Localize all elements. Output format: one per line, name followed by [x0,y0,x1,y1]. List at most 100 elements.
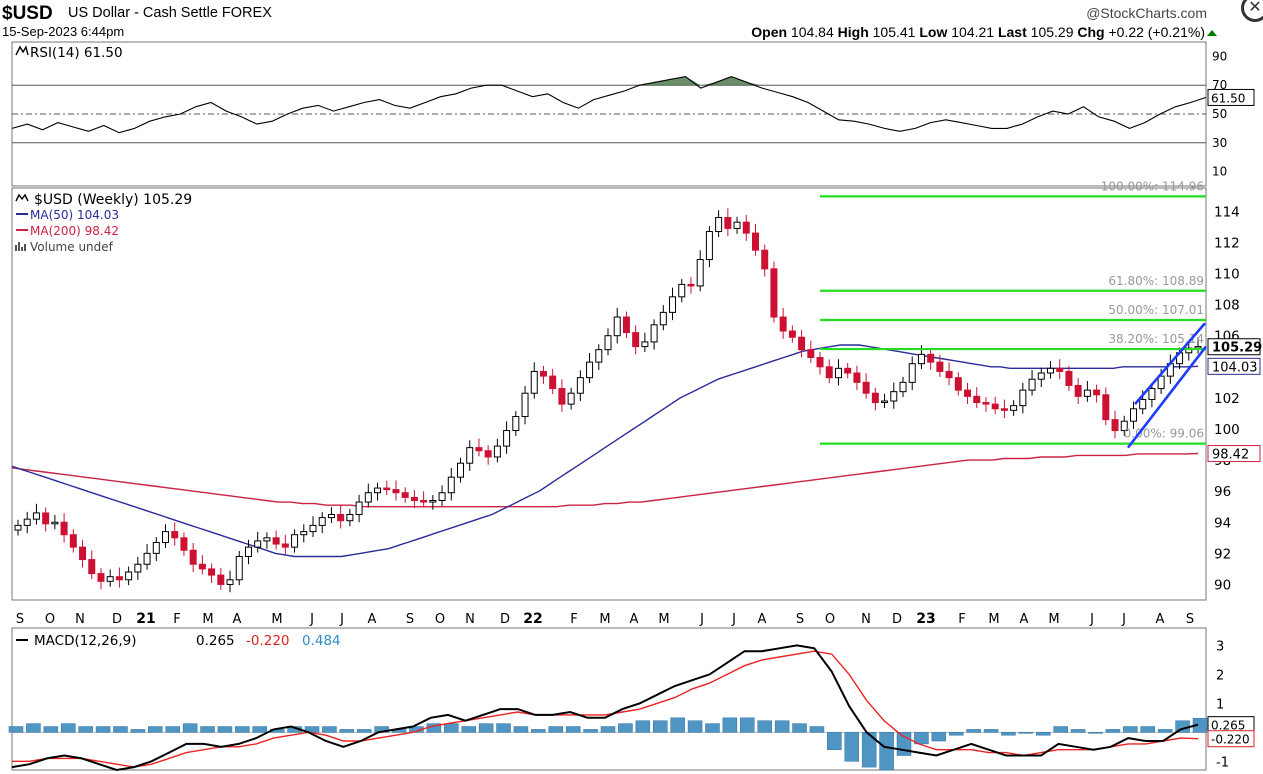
price-candle [1129,408,1137,422]
last-label: Last [997,24,1027,40]
price-candle [650,324,658,343]
fib-level-label: 50.00%: 107.01 [1108,303,1204,317]
price-legend-title: $USD (Weekly) 105.29 [34,192,192,208]
macd-tick-label: 3 [1216,639,1224,654]
price-candle [549,375,557,390]
price-candle [115,576,123,581]
x-axis-label: F [173,612,180,627]
rsi-line [11,76,1207,134]
symbol-title: $USD [2,3,53,24]
price-candle [586,361,594,379]
price-candle [899,381,907,393]
x-axis-label: A [1156,612,1165,627]
x-axis-label: 22 [523,611,542,627]
price-candle [567,392,575,405]
macd-histogram-bar [809,726,825,733]
macd-histogram-bar [670,717,685,733]
rsi-tick-label: 70 [1212,78,1227,92]
x-axis-label: S [16,612,24,627]
price-candle [272,537,280,545]
price-candle [69,534,77,548]
macd-histogram-bar [322,726,337,733]
macd-histogram-bar [548,726,564,733]
price-candle [1120,420,1128,432]
price-candle [475,447,483,452]
price-candle [687,283,695,287]
price-candle [770,268,778,318]
price-candle [14,524,22,531]
price-candle [1148,388,1156,400]
close-icon[interactable]: ✕ [1241,0,1263,22]
macd-histogram-bar [513,726,529,733]
macd-histogram-bar [217,726,233,733]
signal-last-box [1207,730,1255,748]
x-axis-label: J [1121,612,1126,627]
price-candle [171,531,179,539]
ma50-last-box [1207,357,1261,375]
high-value: 105.41 [872,24,916,40]
symbol-description: US Dollar - Cash Settle FOREX [68,5,272,21]
price-candle [1010,405,1018,411]
candle-legend-icon [15,193,29,202]
macd-histogram-bar [130,729,146,733]
price-last-label: 105.29 [1212,341,1262,356]
price-last-box [1207,338,1261,356]
macd-histogram-bar [687,720,703,733]
price-candle [364,492,372,503]
rsi-icon [15,45,29,56]
price-candle [97,573,105,582]
chg-value: +0.22 (+0.21%) [1108,24,1205,40]
price-candle [881,400,889,404]
fib-level-label: 61.80%: 108.89 [1108,274,1204,288]
price-candle [355,501,363,515]
price-candle [337,513,345,522]
x-axis-label: N [75,612,85,627]
fib-level-label: 0.00%: 99.06 [1124,427,1204,441]
price-candle [1194,346,1202,349]
price-candle [438,492,446,501]
price-candle [346,513,354,522]
macd-histogram-bar [722,717,738,733]
macd-panel [11,627,1207,771]
macd-histogram-bar [705,723,720,733]
volume-legend-icon [15,242,26,251]
price-tick-label: 112 [1214,235,1240,251]
price-candle [1074,384,1082,397]
x-axis-label: A [368,612,377,627]
price-candle [862,381,870,394]
volume-legend-label: Volume undef [30,240,114,254]
price-candle [825,366,833,379]
macd-histogram-bar [78,726,93,733]
x-axis-label: D [500,612,510,627]
price-candle [254,540,262,548]
macd-histogram-bar [1105,729,1121,733]
price-candle [318,517,326,526]
last-value: 105.29 [1030,24,1074,40]
macd-histogram-bar [618,723,633,733]
price-candle [964,389,972,397]
macd-histogram-bar [444,723,459,733]
macd-histogram-bar [200,726,215,733]
macd-histogram-bar [182,723,198,733]
price-candle [300,531,308,536]
high-label: High [837,24,869,40]
macd-histogram-bar [983,729,999,733]
x-axis-label: M [599,612,610,627]
macd-histogram-bar [26,723,41,733]
chg-label: Chg [1077,24,1105,40]
macd-last-label: 0.265 [1211,719,1245,733]
price-candle [23,518,31,526]
low-value: 104.21 [951,24,995,40]
chart-datetime: 15-Sep-2023 6:44pm [2,24,125,39]
price-candle [908,363,916,383]
price-candle [761,249,769,270]
price-candle [1093,389,1101,396]
price-candle [853,372,861,383]
rsi-tick-label: 10 [1212,165,1227,179]
price-candle [576,377,584,394]
rsi-last-label: 61.50 [1211,91,1245,105]
price-candle [871,392,879,404]
macd-histogram-bar [8,726,24,733]
price-candle [503,430,511,447]
